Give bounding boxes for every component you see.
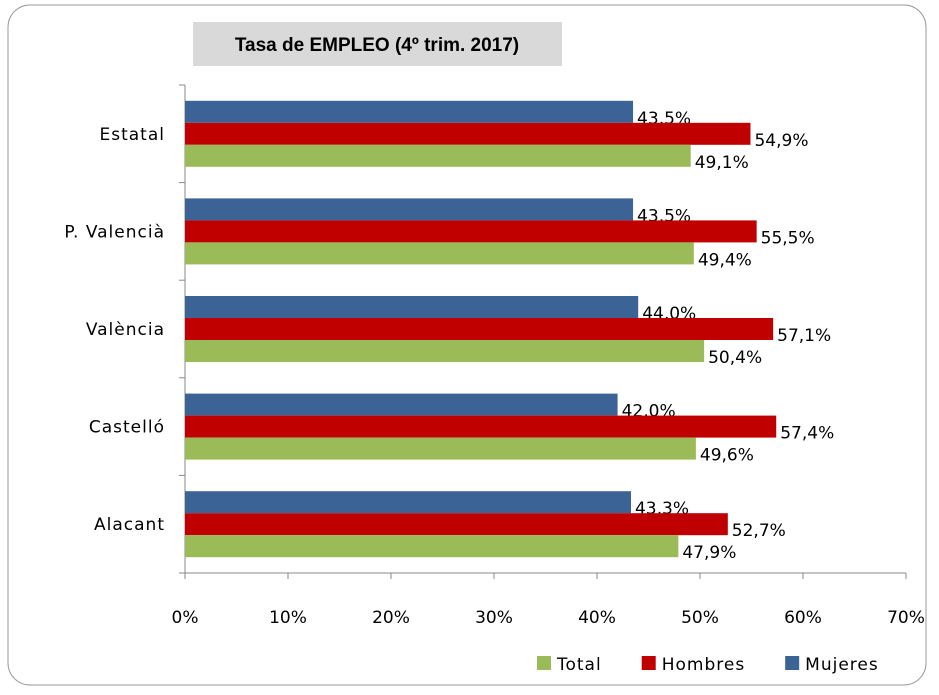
- x-tick-label: 0%: [172, 608, 199, 628]
- y-tick-label: València: [86, 320, 165, 340]
- y-tick-label: P. Valencià: [64, 222, 165, 242]
- bar: [185, 415, 777, 438]
- bar: [185, 491, 631, 514]
- chart-title: Tasa de EMPLEO (4º trim. 2017): [235, 35, 519, 56]
- title-box: [193, 22, 562, 66]
- x-tick-label: 50%: [681, 608, 719, 628]
- bar: [185, 122, 751, 145]
- bar: [185, 318, 774, 340]
- value-label: 49,4%: [698, 250, 752, 270]
- legend-label: Hombres: [662, 655, 745, 675]
- y-tick-label: Alacant: [94, 515, 165, 535]
- bar: [185, 242, 694, 265]
- value-label: 54,9%: [754, 131, 808, 151]
- x-tick-label: 60%: [784, 608, 822, 628]
- value-label: 52,7%: [732, 521, 786, 541]
- value-label: 57,1%: [777, 326, 831, 346]
- legend-swatch: [537, 656, 551, 670]
- legend-swatch: [641, 656, 656, 670]
- legend-swatch: [785, 656, 800, 670]
- value-label: 50,4%: [708, 348, 762, 368]
- bar: [185, 296, 639, 318]
- y-tick-label: Castelló: [89, 418, 165, 438]
- bar: [185, 340, 705, 362]
- value-label: 47,9%: [682, 543, 736, 563]
- y-tick-label: Estatal: [100, 125, 166, 145]
- legend-label: Total: [556, 655, 602, 675]
- bar: [185, 393, 618, 416]
- x-tick-label: 40%: [578, 608, 616, 628]
- value-label: 55,5%: [761, 228, 815, 248]
- bar: [185, 220, 757, 243]
- bar: [185, 144, 691, 167]
- bar: [185, 100, 634, 123]
- bar: [185, 198, 634, 221]
- bar: [185, 535, 679, 558]
- value-label: 49,1%: [695, 153, 749, 173]
- x-tick-label: 20%: [372, 608, 410, 628]
- legend-label: Mujeres: [805, 655, 879, 675]
- bar: [185, 437, 696, 460]
- value-label: 57,4%: [780, 424, 834, 444]
- bar: [185, 513, 728, 536]
- value-label: 49,6%: [700, 446, 754, 466]
- x-tick-label: 10%: [269, 608, 307, 628]
- x-tick-label: 30%: [475, 608, 513, 628]
- x-tick-label: 70%: [887, 608, 925, 628]
